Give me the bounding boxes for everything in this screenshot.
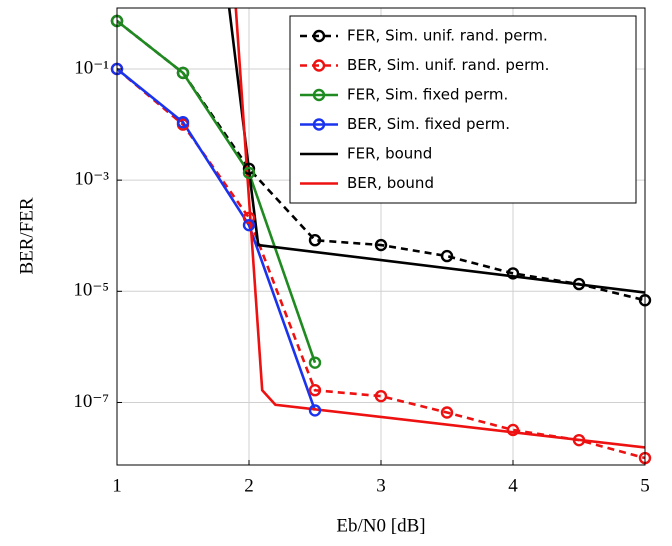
legend-marker [312,29,326,43]
legend-label: FER, bound [347,145,432,163]
data-point [242,166,256,180]
legend-label: FER, Sim. unif. rand. perm. [347,27,548,45]
legend-label: BER, Sim. unif. rand. perm. [347,56,549,74]
series-line [234,8,645,449]
y-tick-label: 10⁻¹ [74,57,109,78]
y-tick-label: 10⁻³ [74,168,109,189]
legend: FER, Sim. unif. rand. perm. BER, Sim. uni… [289,15,637,204]
data-point [176,66,190,80]
data-point [242,162,256,175]
x-tick-label: 4 [508,475,518,496]
legend-label: FER, Sim. fixed perm. [347,86,508,104]
legend-label: BER, Sim. fixed perm. [347,115,510,133]
legend-marker [312,118,326,131]
data-point [572,433,586,447]
data-point [440,406,454,419]
plot-lines [117,8,645,460]
data-point [506,267,520,280]
legend-marker [312,59,326,72]
x-tick-label: 5 [640,475,650,496]
y-tick-label: 10⁻⁵ [73,280,109,301]
x-tick-label: 3 [376,475,386,496]
y-tick-label: 10⁻⁷ [73,391,109,412]
data-point [176,116,190,129]
data-point [308,384,322,397]
legend-marker [312,88,326,102]
legend-label: BER, bound [347,174,434,192]
data-point [374,238,388,252]
data-point [308,404,322,417]
data-point [242,211,256,225]
data-point [374,389,388,403]
data-point [506,423,520,437]
data-point [572,277,586,291]
data-point [242,218,256,232]
series-line [227,8,645,294]
x-tick-label: 1 [112,475,122,496]
series-line [117,67,317,411]
y-axis-label: BER/FER [16,197,37,274]
data-point [440,249,454,263]
x-tick-label: 2 [244,475,254,496]
x-axis-label: Eb/N0 [dB] [336,515,425,536]
series-line [117,19,317,364]
legend-box [289,15,637,204]
data-point [308,356,322,369]
data-point [308,234,322,247]
ticks: 1 2 3 4 5 10⁻¹ 10⁻³ 10⁻⁵ 10⁻⁷ [73,57,649,496]
